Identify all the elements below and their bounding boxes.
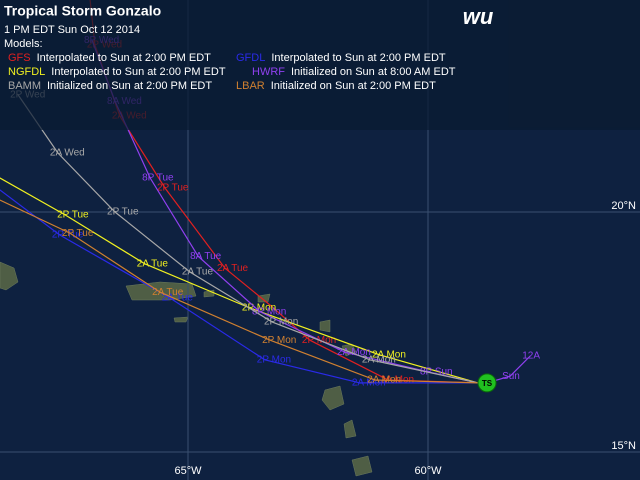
legend-model-name: LBAR (236, 80, 265, 92)
track-label: 2A Tue (152, 287, 184, 298)
lon-label: 65°W (174, 465, 202, 477)
lon-label: 60°W (414, 465, 442, 477)
land (0, 261, 373, 477)
island (257, 293, 271, 303)
timestamp: 1 PM EDT Sun Oct 12 2014 (4, 24, 140, 36)
track-label: 2A Mon (352, 378, 386, 389)
track-label: 2P Tue (62, 228, 94, 239)
track-label: Sun (502, 371, 520, 382)
legend-model-name: NGFDL (8, 66, 45, 78)
legend-description: Initialized on Sun at 2:00 PM EDT (47, 80, 212, 92)
track-label: 2P Tue (52, 230, 84, 241)
title: Tropical Storm Gonzalo (4, 3, 161, 19)
track-label: 8P Mon (252, 306, 286, 317)
storm-label: TS (482, 379, 493, 388)
models-label: Models: (4, 38, 43, 50)
track-line (17, 94, 479, 384)
lat-label: 15°N (611, 440, 636, 452)
legend-model-name: GFDL (236, 52, 265, 64)
legend: GFS Interpolated to Sun at 2:00 PM EDT GFD… (8, 52, 456, 92)
track-label: 2A Wed (50, 148, 85, 159)
island (343, 419, 357, 439)
legend-model-name: BAMM (8, 80, 41, 92)
track-label: 8A Tue (190, 251, 222, 262)
track-label: 2P Tue (107, 207, 139, 218)
track-label: 2P Mon (257, 354, 291, 365)
track-line (0, 189, 478, 384)
legend-model-name: GFS (8, 52, 31, 64)
track-line (0, 177, 479, 384)
track-label: 2P Mon (262, 335, 296, 346)
legend-description: Interpolated to Sun at 2:00 PM EDT (271, 52, 446, 64)
island (351, 455, 373, 477)
track-label: 12A (522, 351, 540, 362)
track-label: 2A Tue (217, 263, 249, 274)
track-label: 2A Tue (162, 293, 194, 304)
track-label: 2P Mon (242, 303, 276, 314)
track-label: 2A Mon (367, 375, 401, 386)
island (321, 385, 345, 411)
track-label: 2A Tue (182, 267, 214, 278)
track-label: 2A Tue (137, 258, 169, 269)
track-line (0, 199, 478, 384)
header-panel (0, 0, 640, 130)
logo: wu (463, 4, 494, 29)
legend-description: Interpolated to Sun at 2:00 PM EDT (37, 52, 212, 64)
legend-description: Interpolated to Sun at 2:00 PM EDT (51, 66, 226, 78)
puerto-rico (125, 281, 197, 301)
storm-marker (477, 373, 497, 393)
track-label: 2A Mon (372, 350, 406, 361)
track-label: 8P Sun (420, 366, 453, 377)
legend-description: Initialized on Sun at 8:00 AM EDT (291, 66, 456, 78)
track-label: 8P Tue (142, 173, 174, 184)
legend-description: Initialized on Sun at 2:00 PM EDT (271, 80, 436, 92)
track-label: 2P Tue (157, 183, 189, 194)
legend-model-name: HWRF (252, 66, 285, 78)
hispaniola (0, 261, 19, 291)
track-label: 2A Mon (337, 347, 371, 358)
track-label: 2P Mon (264, 317, 298, 328)
logo-text: wu (463, 4, 494, 29)
lat-label: 20°N (611, 200, 636, 212)
island (173, 316, 189, 323)
track-label: 2A Mon (362, 354, 396, 365)
track-label: 2P Tue (57, 210, 89, 221)
island (319, 319, 331, 333)
